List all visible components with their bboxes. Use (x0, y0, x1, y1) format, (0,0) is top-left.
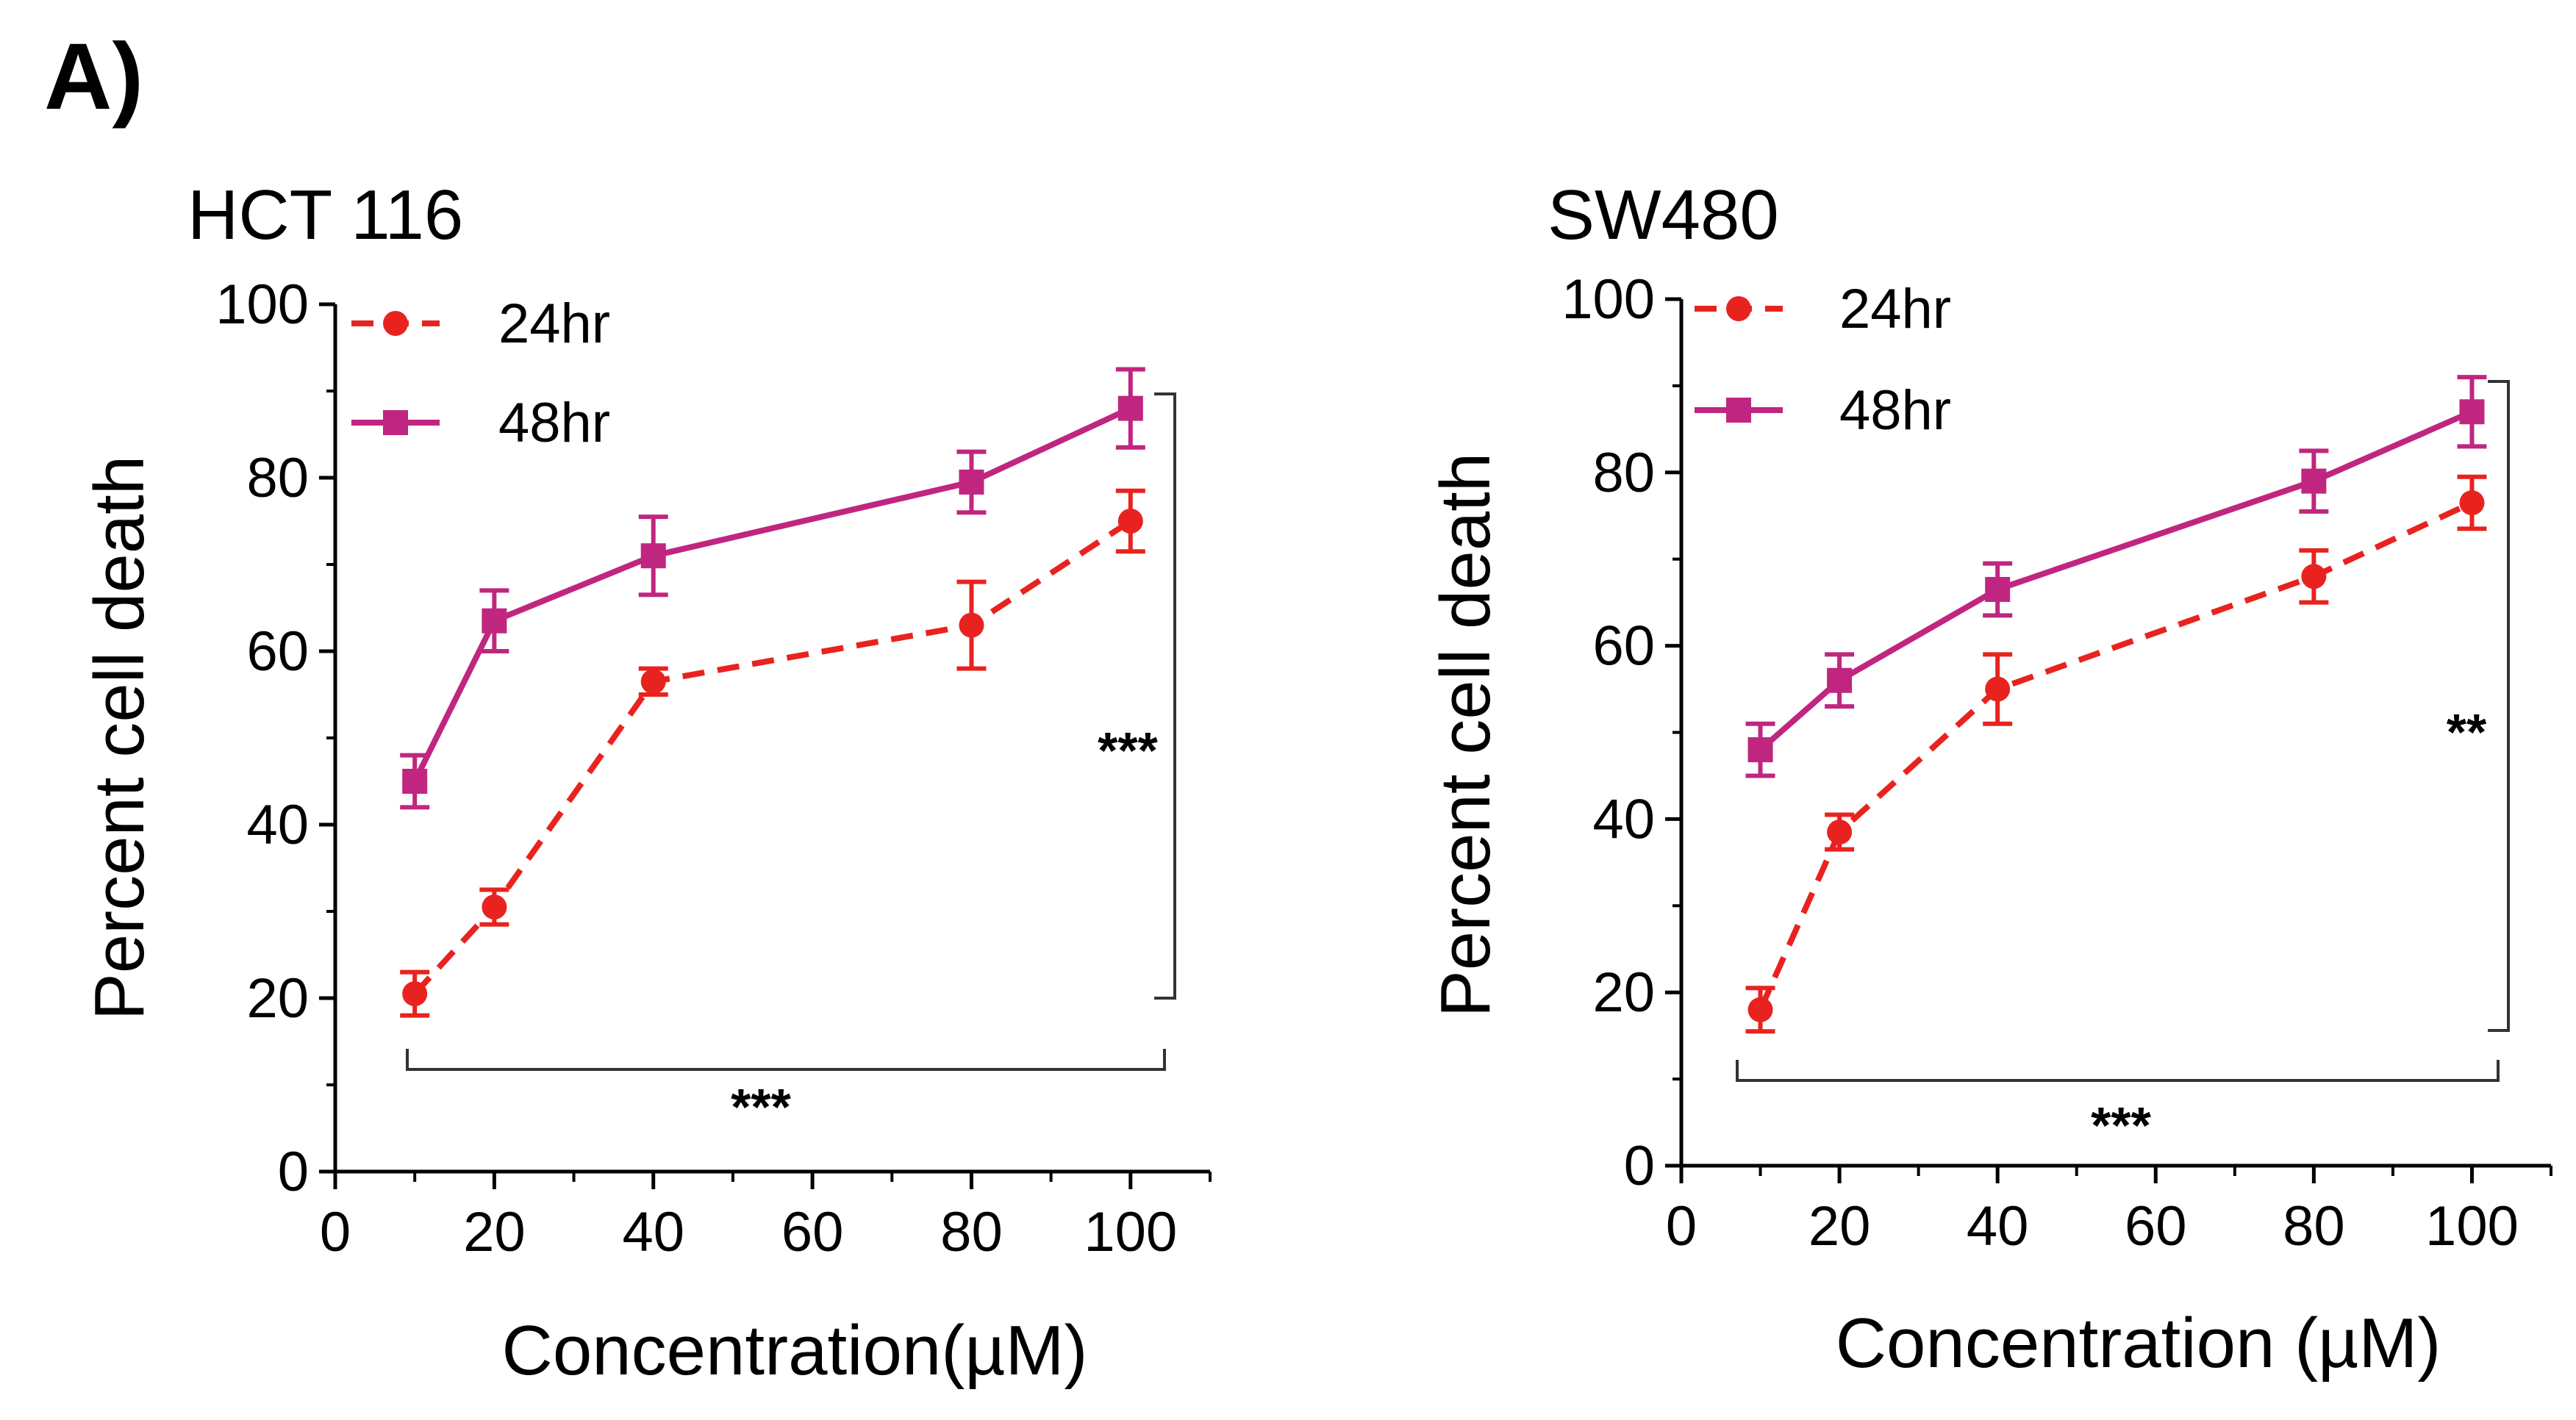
y-axis-title: Percent cell death (80, 456, 159, 1020)
x-tick-label: 80 (2283, 1195, 2345, 1258)
legend-label-48hr: 48hr (1839, 379, 1951, 442)
data-point-24hr (1747, 997, 1773, 1022)
significance-bracket-horizontal (406, 1049, 1166, 1071)
x-tick-label: 100 (1084, 1201, 1177, 1263)
y-tick-label: 40 (1592, 788, 1655, 850)
x-tick-label: 60 (2125, 1195, 2187, 1258)
x-tick-label: 60 (781, 1201, 844, 1263)
y-tick-label: 40 (246, 794, 309, 856)
data-point-48hr (1117, 395, 1143, 421)
y-tick-label: 80 (1592, 442, 1655, 504)
data-point-24hr (2459, 490, 2485, 516)
series-line-24hr (1757, 500, 2474, 1011)
series-24hr: 24hr (351, 293, 1145, 1018)
x-tick-label: 80 (940, 1201, 1003, 1263)
y-tick-label: 0 (1624, 1135, 1655, 1197)
x-axis-title: Concentration (µM) (1836, 1304, 2441, 1383)
x-tick-label: 0 (1666, 1195, 1697, 1258)
y-axis-title: Percent cell death (1426, 453, 1505, 1017)
legend-marker-24hr (383, 311, 408, 336)
y-tick-label: 100 (1561, 268, 1655, 331)
significance-bracket-vertical (2488, 380, 2510, 1032)
data-point-24hr (1827, 820, 1853, 845)
data-point-24hr (959, 612, 984, 638)
chart-title: SW480 (1548, 176, 1779, 254)
data-point-48hr (1827, 667, 1853, 693)
y-tick-label: 60 (246, 620, 309, 683)
legend-marker-48hr (1726, 398, 1751, 423)
data-point-48hr (959, 469, 984, 495)
chart-title: HCT 116 (187, 176, 463, 254)
significance-label-horizontal: *** (731, 1078, 791, 1136)
data-point-48hr (482, 608, 507, 634)
y-tick-label: 100 (215, 273, 309, 336)
chart-hct116: HCT 116 0 20 40 60 80 100 0 20 40 60 80 100 Percent c… (80, 176, 1212, 1390)
legend-marker-24hr (1726, 296, 1751, 321)
legend-label-24hr: 24hr (498, 293, 610, 355)
series-line-24hr (412, 518, 1133, 996)
significance-label-horizontal: *** (2091, 1097, 2151, 1154)
data-point-24hr (640, 669, 666, 695)
x-tick-label: 20 (463, 1201, 526, 1263)
y-tick-label: 0 (278, 1141, 309, 1203)
data-point-24hr (402, 981, 428, 1007)
data-point-48hr (640, 543, 666, 569)
x-tick-label: 0 (320, 1201, 351, 1263)
significance-bracket-horizontal (1736, 1060, 2500, 1082)
x-axis-title: Concentration(µM) (502, 1311, 1088, 1390)
significance-label-vertical: *** (1098, 722, 1158, 779)
legend-marker-48hr (383, 410, 408, 435)
x-tick-label: 40 (1967, 1195, 2029, 1258)
x-tick-label: 100 (2425, 1195, 2519, 1258)
x-tick-label: 20 (1808, 1195, 1871, 1258)
significance-label-vertical: ** (2447, 703, 2487, 761)
data-point-48hr (1747, 737, 1773, 763)
y-tick-label: 20 (246, 967, 309, 1030)
panel-label: A) (44, 24, 143, 129)
data-point-48hr (1985, 576, 2011, 602)
chart-sw480: SW480 0 20 40 60 80 100 0 20 40 60 80 100 Percent cel… (1426, 176, 2552, 1383)
series-24hr: 24hr (1695, 278, 2487, 1034)
data-point-48hr (2459, 399, 2485, 425)
data-point-24hr (2301, 564, 2327, 589)
data-point-24hr (1117, 509, 1143, 534)
series-48hr: 48hr (1695, 375, 2487, 778)
legend-label-48hr: 48hr (498, 392, 610, 454)
significance-bracket-vertical (1154, 392, 1176, 1000)
x-tick-label: 40 (622, 1201, 684, 1263)
y-tick-label: 80 (246, 447, 309, 509)
series-48hr: 48hr (351, 367, 1145, 810)
data-point-24hr (482, 894, 507, 920)
data-point-24hr (1985, 676, 2011, 702)
legend-label-24hr: 24hr (1839, 278, 1951, 340)
data-point-48hr (402, 769, 428, 794)
y-tick-label: 60 (1592, 615, 1655, 678)
series-line-48hr (1758, 409, 2474, 753)
data-point-48hr (2301, 468, 2327, 494)
y-tick-label: 20 (1592, 961, 1655, 1024)
